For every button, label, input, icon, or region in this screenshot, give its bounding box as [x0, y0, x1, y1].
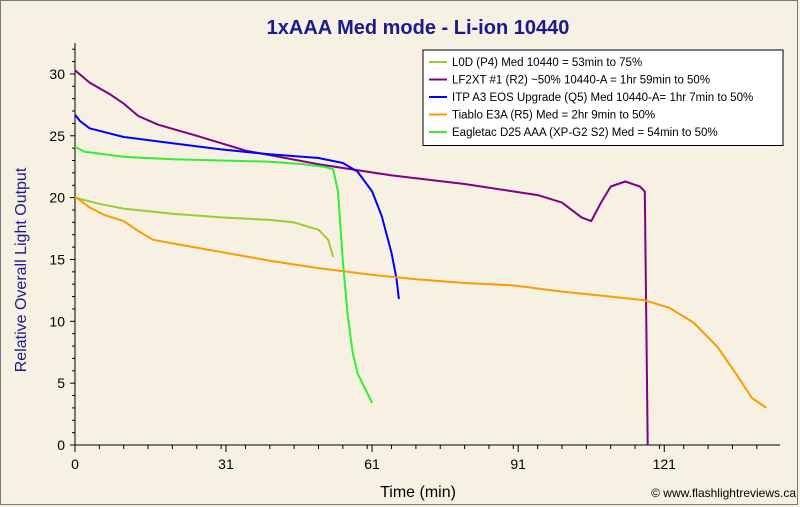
y-tick-label: 20 [49, 190, 65, 206]
legend-entry-2: LF2XT #1 (R2) ~50% 10440-A = 1hr 59min t… [452, 75, 710, 87]
y-tick-label: 0 [57, 437, 65, 453]
x-tick-label: 121 [653, 456, 677, 472]
y-tick-label: 10 [49, 313, 65, 329]
x-tick-label: 91 [510, 456, 526, 472]
y-tick-label: 15 [49, 251, 65, 267]
axes: 0 5 10 15 20 25 30 0 31 61 91 121 [49, 43, 780, 472]
y-tick-label: 25 [49, 128, 65, 144]
series-line-4 [74, 195, 768, 409]
credit-text: © www.flashlightreviews.ca [651, 486, 796, 500]
y-tick-label: 5 [57, 375, 65, 391]
chart-title: 1xAAA Med mode - Li-ion 10440 [267, 17, 570, 39]
series-line-1 [74, 196, 335, 258]
legend-entry-1: L0D (P4) Med 10440 = 53min to 75% [452, 57, 642, 69]
x-axis-label: Time (min) [380, 484, 456, 501]
y-tick-label: 30 [49, 66, 65, 82]
x-tick-label: 0 [71, 456, 79, 472]
x-tick-label: 61 [364, 456, 380, 472]
series-line-2 [74, 69, 649, 446]
legend: L0D (P4) Med 10440 = 53min to 75% LF2XT #… [422, 49, 784, 146]
legend-entry-4: Tiablo E3A (R5) Med = 2hr 9min to 50% [452, 110, 655, 122]
legend-entry-3: ITP A3 EOS Upgrade (Q5) Med 10440-A= 1hr… [452, 92, 753, 104]
series-group [74, 69, 768, 446]
x-tick-label: 31 [218, 456, 234, 472]
series-line-3 [74, 114, 400, 300]
y-axis-label: Relative Overall Light Output [13, 167, 30, 372]
legend-box [422, 49, 784, 146]
series-line-5 [74, 146, 373, 404]
legend-entry-5: Eagletac D25 AAA (XP-G2 S2) Med = 54min … [452, 127, 718, 139]
